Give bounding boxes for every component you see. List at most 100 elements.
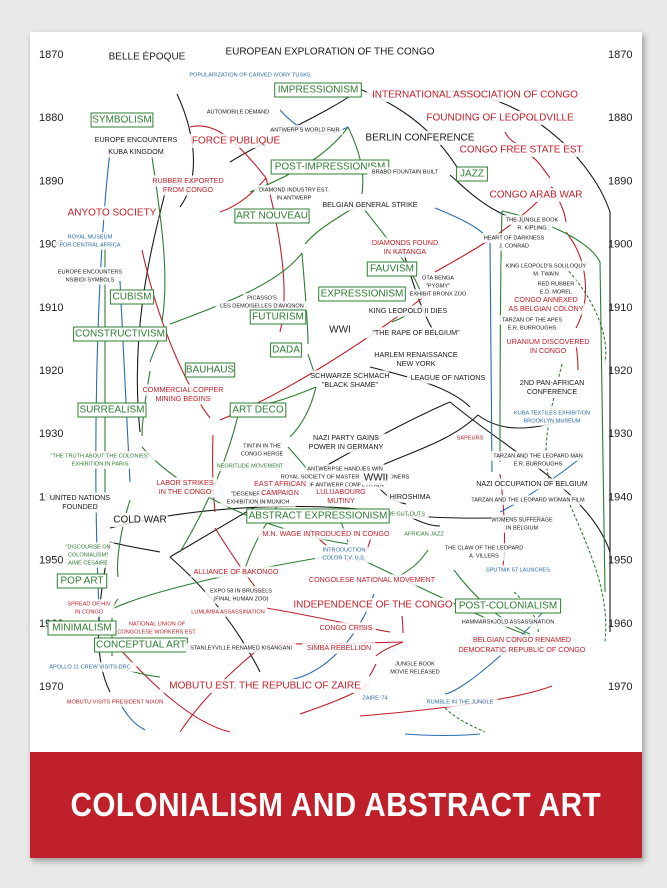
- event-node: POST-IMPRESSIONISM: [270, 159, 390, 175]
- event-node: NSIBIDI SYMBOLS: [60, 275, 120, 285]
- event-node: MUTINY: [324, 495, 358, 507]
- event-label: CONGO CRISIS: [319, 623, 372, 632]
- event-label: BELGIAN GENERAL STRIKE: [322, 200, 417, 209]
- event-node: RED RUBBER: [535, 279, 577, 289]
- event-node: EXHIBIT BRONX ZOO: [405, 289, 471, 299]
- event-node: COLD WAR: [112, 513, 168, 527]
- event-node: CONGO FREE STATE EST.: [453, 143, 591, 157]
- year-label-left: 1930: [39, 428, 63, 440]
- event-label: (FINAL HUMAN ZOO): [213, 596, 268, 602]
- event-label: MOVIE RELEASED: [390, 669, 439, 675]
- event-label: RUMBLE IN THE JUNGLE: [427, 699, 494, 705]
- event-label: LABOR STRIKES: [156, 478, 213, 487]
- event-label-background: [73, 326, 167, 342]
- event-label: TARZAN AND THE LEOPARD WOMAN FILM: [471, 497, 585, 503]
- event-label: EXHIBIT BRONX ZOO: [410, 291, 467, 297]
- event-label-background: [327, 323, 353, 337]
- year-label-left: 1880: [39, 112, 63, 124]
- event-label-background: [215, 301, 309, 311]
- event-label-background: [205, 586, 277, 596]
- event-node: EXHIBITION IN MUNICH: [220, 497, 296, 507]
- event-node: FORCE PUBLIQUE: [189, 134, 283, 148]
- event-label: OF ANTWERP COMPETITION: [306, 482, 383, 488]
- event-label-background: [459, 617, 557, 627]
- event-label: IN KATANGA: [384, 247, 427, 256]
- event-label-background: [513, 294, 579, 306]
- event-label-background: [364, 131, 476, 145]
- event-label-background: [259, 487, 301, 499]
- event-label: "PYGMY": [426, 283, 450, 289]
- event-node: AIMÉ CÉSAIRE: [64, 558, 112, 568]
- event-label-background: [315, 486, 367, 498]
- event-label-background: [64, 558, 112, 568]
- event-label-background: [185, 643, 297, 653]
- event-label-background: [497, 315, 567, 325]
- event-node: FOR CENTRAL AFRICA: [55, 240, 125, 250]
- event-node: "DISCOURSE ON: [62, 542, 114, 552]
- event-node: KUBA TEXTILES EXHIBITION: [507, 408, 597, 418]
- event-label: COLOR T.V. U.S.: [323, 555, 366, 561]
- event-label: DIAMOND INDUSTRY EST.: [259, 187, 329, 193]
- event-label: IN CONGO: [75, 609, 104, 615]
- year-label-right: 1930: [608, 428, 632, 440]
- event-label-background: [308, 574, 436, 586]
- year-label-right: 1940: [608, 491, 632, 503]
- event-label-background: [320, 545, 368, 555]
- event-label: CUBISM: [113, 292, 152, 303]
- event-label: BELLE ÉPOQUE: [109, 50, 186, 63]
- event-node: CONCEPTUAL ART: [94, 637, 188, 653]
- event-node: IN KATANGA: [379, 246, 431, 258]
- event-node: DIAMOND INDUSTRY EST.: [254, 185, 334, 195]
- event-node: ABSTRACT EXPRESSIONISM: [246, 508, 390, 524]
- event-label: POP ART: [61, 576, 104, 587]
- event-node: UNITED NATIONS: [45, 492, 115, 504]
- event-label-background: [491, 515, 553, 525]
- event-label-background: [47, 620, 117, 636]
- event-node: NEW YORK: [395, 358, 437, 370]
- event-node: FOUNDED: [61, 501, 99, 513]
- event-node: J. CONRAD: [495, 241, 533, 251]
- event-label: NÉGRITUDE MOVEMENT: [217, 462, 284, 469]
- event-node: NAZI OCCUPATION OF BELGIUM: [470, 478, 594, 490]
- event-label: KUBA TEXTILES EXHIBITION: [514, 410, 590, 416]
- event-node: POWER IN GERMANY: [307, 441, 385, 453]
- event-node: ART DECO: [229, 402, 287, 418]
- event-label: WWI: [329, 325, 351, 336]
- poster: 1870 1880 1890 1900 1910 1920 1930 1940 1950 1960…: [30, 32, 642, 858]
- event-label-background: [502, 215, 562, 225]
- event-label: E.R. BURROUGHS: [514, 461, 563, 467]
- event-label-background: [229, 402, 287, 418]
- event-node: BAUHAUS: [184, 362, 236, 378]
- event-node: KING LEOPOLD II DIES: [360, 305, 456, 317]
- event-node: LABOR STRIKES: [152, 477, 218, 489]
- event-label: FOUNDING OF LEOPOLDVILLE: [426, 113, 574, 124]
- event-label-background: [317, 379, 383, 391]
- event-label-background: [250, 478, 310, 490]
- event-label-background: [481, 233, 547, 243]
- event-label-background: [311, 370, 389, 382]
- event-label-background: [66, 232, 114, 242]
- event-label: EUROPE ENCOUNTERS: [95, 135, 178, 144]
- event-label: INTRODUCTION: [323, 547, 366, 553]
- year-label-left: 1890: [39, 175, 63, 187]
- event-node: POST-COLONIALISM: [454, 598, 562, 614]
- event-node: BERLIN CONFERENCE: [364, 131, 476, 145]
- event-label-background: [227, 489, 289, 499]
- event-label: EAST AFRICAN: [254, 479, 306, 488]
- event-label-background: [112, 513, 168, 527]
- event-node: M. TWAIN: [529, 269, 563, 279]
- event-label-background: [90, 112, 154, 128]
- event-node: SYMBOLISM: [90, 112, 154, 128]
- event-node: ROYAL MUSEUM: [66, 232, 114, 242]
- event-node: AFRICAN JAZZ: [400, 529, 448, 539]
- event-label: CONGOLESE NATIONAL MOVEMENT: [309, 575, 436, 584]
- event-label: LEAGUE OF NATIONS: [411, 373, 486, 382]
- event-label-background: [150, 393, 216, 405]
- event-node: NATIONAL UNION OF: [124, 619, 190, 629]
- event-label-background: [372, 349, 460, 361]
- event-node: COMMERCIAL COPPER: [142, 384, 224, 396]
- event-node: LEAGUE OF NATIONS: [407, 372, 489, 384]
- event-label: BELGIAN CONGO RENAMED: [473, 635, 571, 644]
- year-label-left: 1920: [39, 365, 63, 377]
- event-label-background: [220, 497, 296, 507]
